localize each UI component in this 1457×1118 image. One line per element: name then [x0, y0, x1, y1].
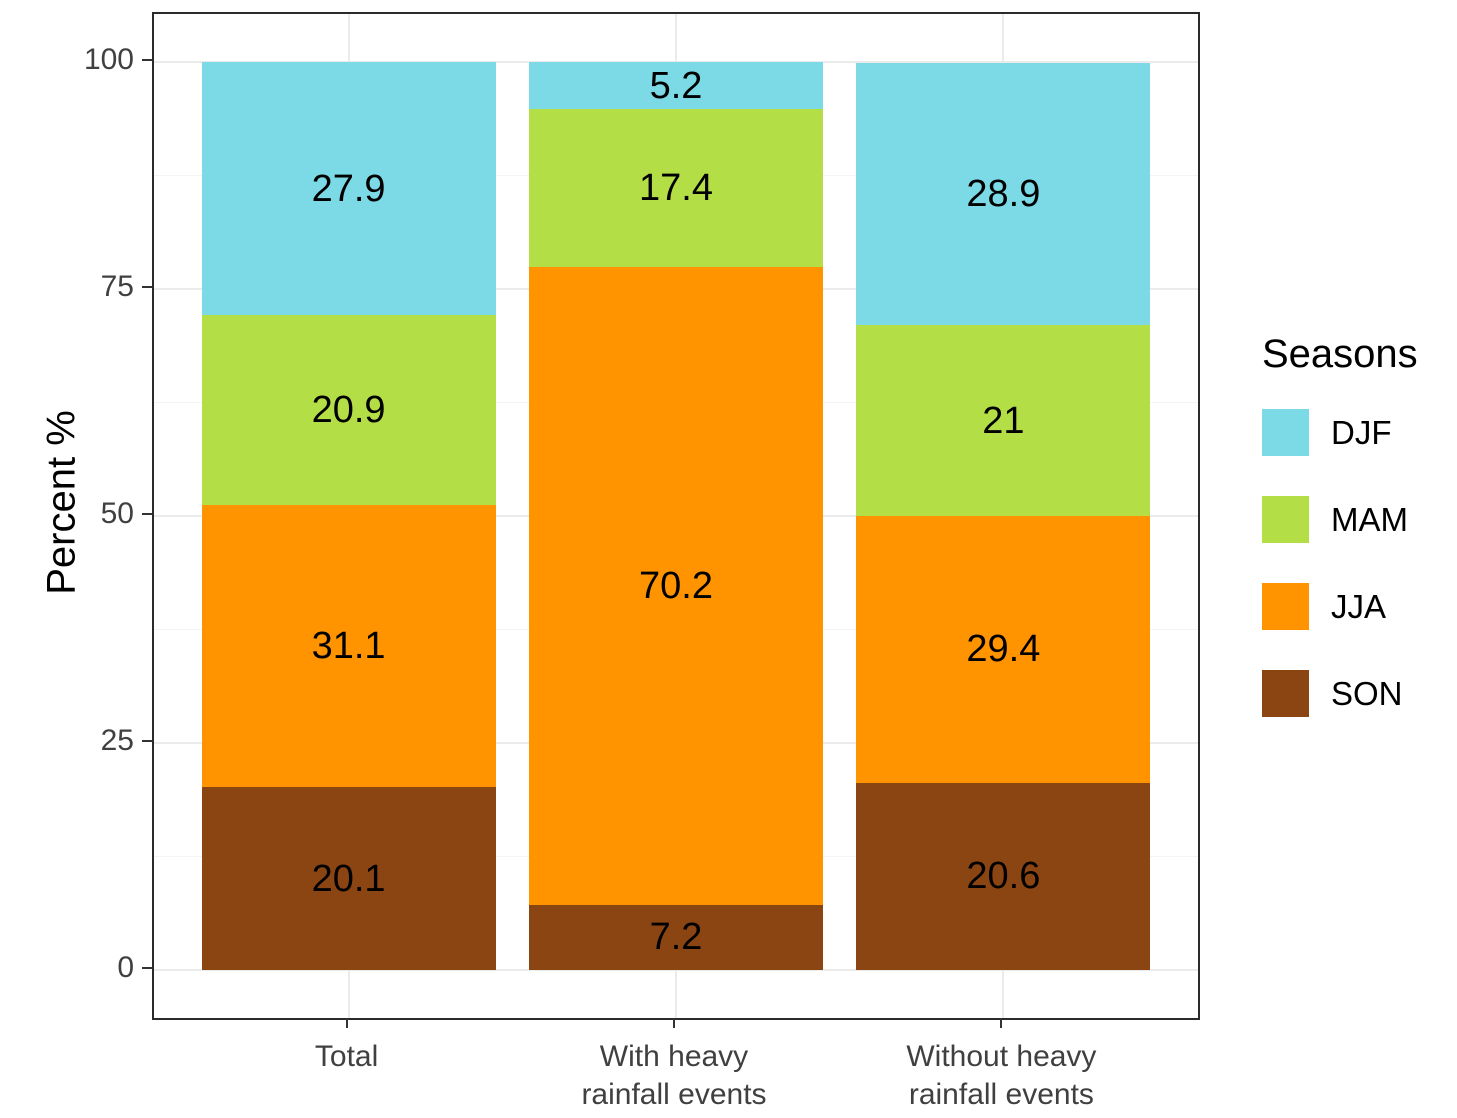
bar-value-label: 31.1 — [311, 625, 386, 668]
legend-item-mam: MAM — [1262, 496, 1452, 543]
bar-value-label: 70.2 — [639, 564, 713, 607]
legend-item-son: SON — [1262, 670, 1452, 717]
legend-item-jja: JJA — [1262, 583, 1452, 630]
bar-value-label: 17.4 — [639, 167, 713, 210]
bar-value-label: 5.2 — [649, 64, 703, 107]
bar-segment-djf: 28.9 — [856, 62, 1151, 326]
bar-segment-mam: 20.9 — [201, 315, 496, 506]
y-tick-label: 50 — [100, 497, 134, 530]
y-tick-mark — [142, 967, 152, 969]
legend-swatch-mam — [1262, 496, 1309, 543]
bar-value-label: 29.4 — [966, 628, 1041, 671]
x-tick-label: Without heavy rainfall events — [906, 1040, 1097, 1111]
legend: Seasons DJF MAM JJA SON — [1262, 332, 1452, 757]
bar-segment-djf: 27.9 — [201, 62, 496, 316]
x-tick-mark — [673, 1018, 675, 1028]
bar-value-label: 20.9 — [311, 389, 386, 432]
y-tick-label: 0 — [117, 951, 134, 984]
bar-value-label: 21 — [982, 399, 1025, 442]
legend-label: MAM — [1331, 500, 1408, 538]
y-tick-mark — [142, 286, 152, 288]
legend-label: DJF — [1331, 413, 1392, 451]
bar-value-label: 27.9 — [311, 167, 386, 210]
x-tick-mark — [345, 1018, 348, 1028]
x-tick-label: With heavy rainfall events — [581, 1040, 767, 1111]
y-tick-mark — [142, 513, 152, 515]
y-tick-mark — [142, 59, 152, 61]
plot-panel: 20.1 31.1 20.9 27.9 7.2 70.2 17.4 5.2 20.6 29.4 21… — [152, 12, 1200, 1020]
bar-segment-son: 20.6 — [856, 782, 1151, 970]
bar-value-label: 7.2 — [649, 916, 703, 959]
legend-swatch-jja — [1262, 583, 1309, 630]
legend-swatch-djf — [1262, 409, 1309, 456]
bar-segment-jja: 31.1 — [201, 505, 496, 788]
legend-title: Seasons — [1262, 332, 1418, 376]
x-tick-mark — [1000, 1018, 1003, 1028]
bar-segment-mam: 21 — [856, 325, 1151, 516]
bar-value-label: 28.9 — [966, 173, 1041, 216]
bar-segment-jja: 29.4 — [856, 516, 1151, 783]
bar-segment-son: 20.1 — [201, 787, 496, 970]
legend-item-djf: DJF — [1262, 409, 1452, 456]
bar-value-label: 20.6 — [966, 855, 1041, 898]
x-tick-label: Total — [314, 1040, 379, 1073]
bar-segment-djf: 5.2 — [529, 62, 823, 110]
legend-label: SON — [1331, 674, 1403, 712]
y-tick-mark — [142, 740, 152, 742]
bar-segment-son: 7.2 — [529, 904, 823, 970]
y-tick-label: 75 — [100, 270, 134, 303]
legend-label: JJA — [1331, 587, 1387, 625]
legend-swatch-son — [1262, 670, 1309, 717]
bar-segment-mam: 17.4 — [529, 109, 823, 268]
bar-value-label: 20.1 — [311, 857, 386, 900]
y-tick-label: 25 — [100, 724, 134, 757]
bar-segment-jja: 70.2 — [529, 267, 823, 905]
y-tick-label: 100 — [83, 43, 134, 76]
